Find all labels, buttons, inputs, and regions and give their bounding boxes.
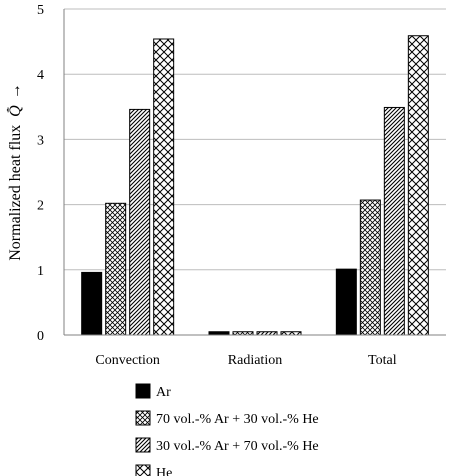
bar [335, 268, 357, 336]
y-tick-label: 5 [37, 3, 44, 18]
y-tick-label: 1 [37, 264, 44, 279]
bar [383, 106, 405, 336]
legend-swatch [135, 437, 151, 453]
bar [153, 38, 175, 336]
y-axis-title: Normalized heat flux Q̄̇ → [6, 83, 24, 261]
x-tick-label: Radiation [228, 353, 282, 368]
grid-lines [64, 8, 446, 271]
legend-label: Ar [156, 385, 171, 400]
y-axis-title-arrow: → [7, 83, 24, 99]
bars [81, 35, 429, 336]
legend-swatch [135, 464, 151, 476]
bar [407, 35, 429, 336]
legend-label: 70 vol.-% Ar + 30 vol.-% He [156, 412, 319, 427]
y-tick-label: 3 [37, 133, 44, 148]
y-axis-title-symbol: Q̄̇ [6, 105, 24, 117]
y-tick-label: 0 [37, 329, 44, 344]
bar [105, 202, 127, 336]
bar [129, 108, 151, 336]
legend-label: 30 vol.-% Ar + 70 vol.-% He [156, 439, 319, 454]
axes [63, 9, 446, 336]
x-tick-labels: Convection Radiation Total [95, 353, 396, 368]
y-tick-label: 2 [37, 199, 44, 214]
bar [81, 271, 103, 336]
legend: Ar 70 vol.-% Ar + 30 vol.-% He 30 vol.-% A… [135, 383, 319, 476]
legend-swatch [135, 410, 151, 426]
bar [359, 199, 381, 336]
y-axis-title-text: Normalized heat flux [7, 125, 24, 261]
x-tick-label: Convection [95, 353, 160, 368]
x-tick-label: Total [368, 353, 397, 368]
legend-swatch [135, 383, 151, 399]
y-tick-label: 4 [37, 68, 44, 83]
y-tick-labels: 0 1 2 3 4 5 [37, 3, 44, 344]
legend-label: He [156, 466, 172, 476]
